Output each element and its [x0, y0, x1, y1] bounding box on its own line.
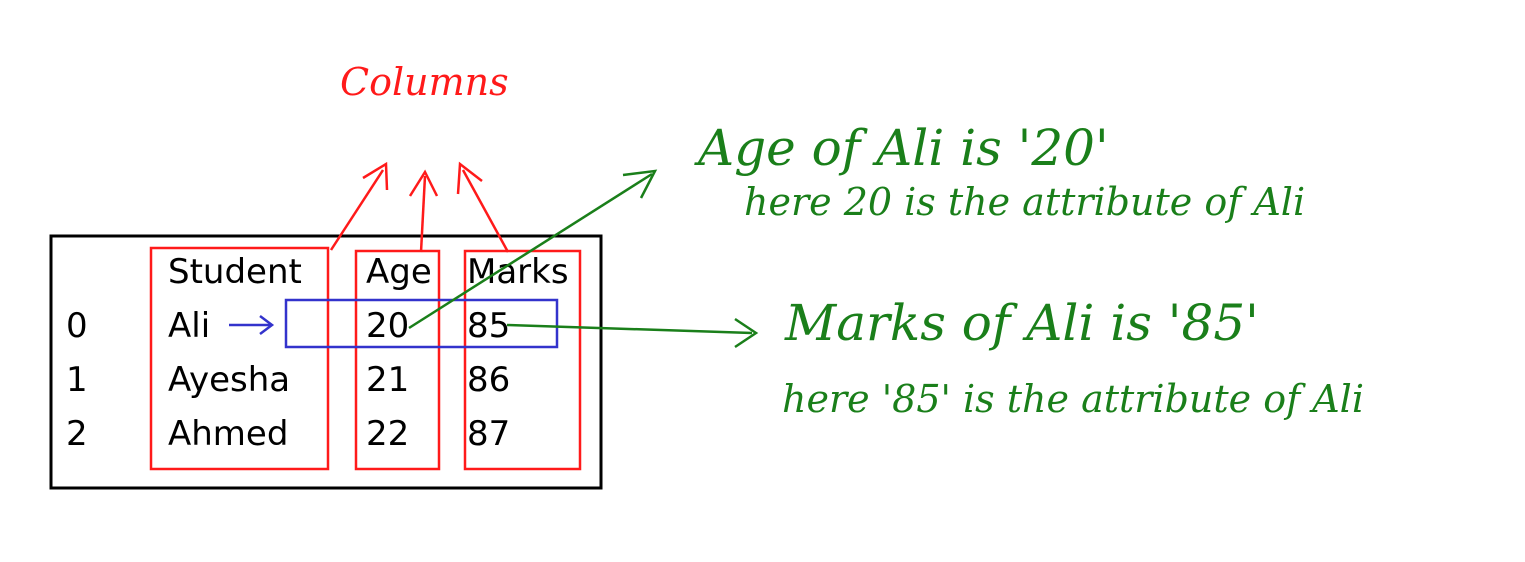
header-student: Student — [168, 252, 302, 292]
cell-student-1: Ayesha — [168, 360, 290, 400]
cell-marks-1: 86 — [467, 360, 510, 400]
age-note-detail: here 20 is the attribute of Ali — [744, 180, 1305, 224]
cell-student-2: Ahmed — [168, 414, 288, 454]
columns-label: Columns — [340, 60, 509, 104]
ali-pointer-arrow — [229, 315, 275, 335]
cell-age-2: 22 — [366, 414, 409, 454]
row-index-2: 2 — [66, 414, 88, 454]
row-index-0: 0 — [66, 306, 88, 346]
marks-note-title: Marks of Ali is '85' — [784, 294, 1259, 352]
row-index-1: 1 — [66, 360, 88, 400]
cell-age-1: 21 — [366, 360, 409, 400]
cell-marks-0: 85 — [467, 306, 510, 346]
cell-marks-2: 87 — [467, 414, 510, 454]
cell-student-0: Ali — [168, 306, 210, 346]
age-note-arrow — [408, 169, 658, 330]
columns-arrows — [329, 161, 510, 253]
marks-note-arrow — [506, 317, 759, 349]
marks-column-box — [463, 249, 582, 471]
age-note-title: Age of Ali is '20' — [694, 119, 1109, 177]
ali-row-box — [284, 298, 559, 349]
table-frame — [49, 234, 603, 490]
age-column-box — [354, 249, 441, 471]
cell-age-0: 20 — [366, 306, 409, 346]
marks-note-detail: here '85' is the attribute of Ali — [782, 377, 1364, 421]
header-age: Age — [366, 252, 432, 292]
student-column-box — [149, 246, 330, 471]
